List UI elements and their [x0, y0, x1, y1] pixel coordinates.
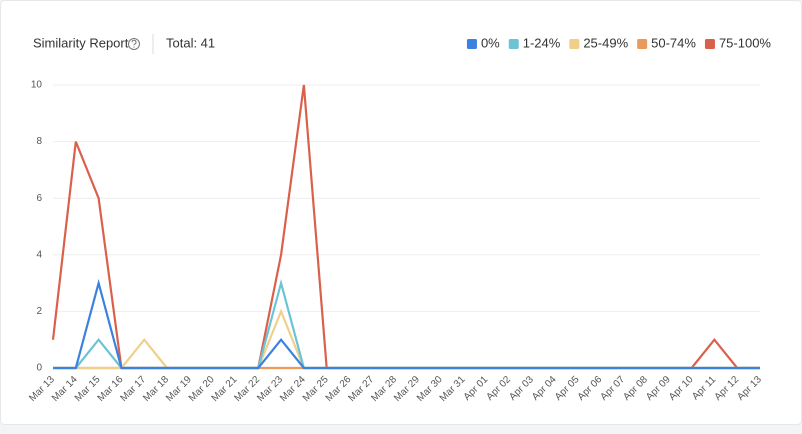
y-tick-label: 10: [31, 80, 43, 91]
y-tick-label: 0: [36, 363, 42, 374]
report-title: Similarity Report: [33, 35, 129, 50]
legend-label: 0%: [481, 35, 500, 50]
legend-label: 1-24%: [523, 35, 561, 50]
legend-swatch: [637, 39, 648, 49]
help-icon[interactable]: [128, 38, 140, 50]
total-count: Total: 41: [166, 35, 215, 50]
legend-swatch: [466, 39, 477, 49]
y-tick-label: 8: [36, 136, 42, 147]
y-tick-label: 2: [36, 306, 42, 317]
legend-label: 75-100%: [719, 35, 771, 50]
y-tick-label: 4: [36, 249, 42, 260]
legend-swatch: [508, 39, 519, 49]
legend-label: 25-49%: [583, 35, 628, 50]
legend-swatch: [569, 39, 580, 49]
series-line: [53, 278, 760, 370]
y-tick-label: 6: [36, 193, 42, 204]
legend-label: 50-74%: [651, 35, 696, 50]
legend-swatch: [704, 39, 715, 49]
